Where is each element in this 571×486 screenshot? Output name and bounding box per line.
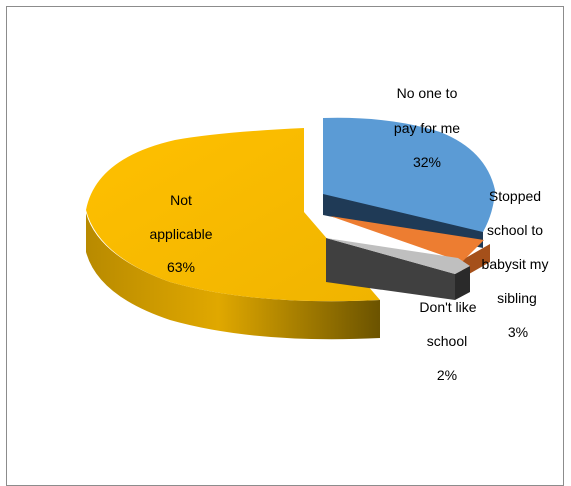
label-no-one-to-pay-line-2: pay for me [394, 120, 460, 136]
slice-dont-like-school-top [326, 238, 470, 274]
label-stopped-school-percent: 3% [508, 324, 528, 340]
slice-no-one-to-pay-top [323, 117, 495, 232]
label-not-applicable-percent: 63% [167, 259, 195, 275]
slice-not-applicable [86, 128, 380, 340]
slice-no-one-to-pay-side-front [323, 190, 483, 248]
label-dont-like-school-line-1: Don't like [419, 299, 476, 315]
slice-not-applicable-side [86, 213, 380, 340]
label-no-one-to-pay-percent: 32% [413, 154, 441, 170]
label-dont-like-school: Don't like school 2% [419, 299, 476, 383]
slice-dont-like-school [326, 238, 470, 300]
slice-dont-like-school-side [326, 238, 455, 300]
label-dont-like-school-percent: 2% [437, 367, 457, 383]
slice-stopped-school-top [330, 216, 484, 262]
slice-no-one-to-pay [323, 117, 495, 248]
slice-not-applicable-top [86, 128, 380, 302]
label-no-one-to-pay-line-1: No one to [397, 85, 458, 101]
label-stopped-school-line-2: school to [487, 222, 543, 238]
label-stopped-school: Stopped school to babysit my sibling 3% [482, 188, 549, 340]
label-stopped-school-line-3: babysit my [482, 256, 549, 272]
label-not-applicable: Not applicable 63% [149, 192, 212, 275]
label-not-applicable-line-2: applicable [149, 226, 212, 242]
label-stopped-school-line-1: Stopped [489, 188, 541, 204]
label-not-applicable-line-1: Not [170, 192, 192, 208]
pie-chart: No one to pay for me 32% Stopped school … [86, 85, 549, 383]
label-dont-like-school-line-2: school [427, 333, 467, 349]
label-stopped-school-line-4: sibling [497, 290, 537, 306]
label-no-one-to-pay: No one to pay for me 32% [394, 85, 460, 170]
slice-dont-like-school-side-2 [455, 266, 470, 300]
